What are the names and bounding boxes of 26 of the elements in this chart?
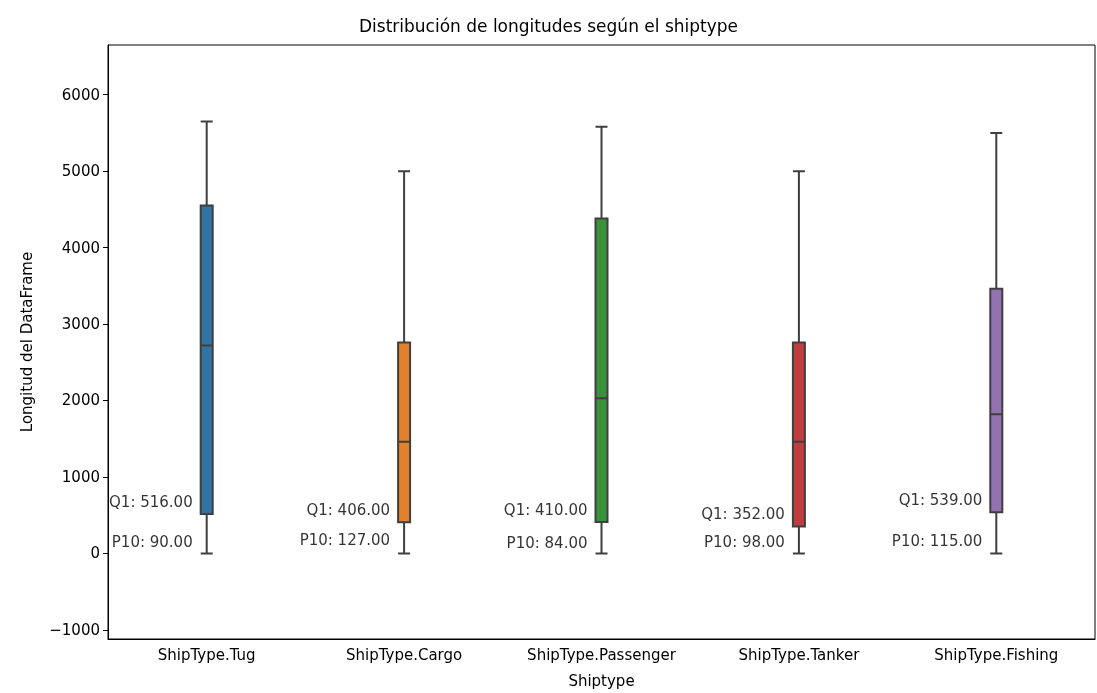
annotation: Q1: 516.00 bbox=[109, 492, 193, 511]
y-axis-title: Longitud del DataFrame bbox=[17, 251, 36, 433]
y-tick-label: 6000 bbox=[61, 85, 100, 104]
y-tick-label: 1000 bbox=[61, 467, 100, 486]
annotation: Q1: 539.00 bbox=[898, 491, 983, 510]
x-tick-label: ShipType.Tug bbox=[157, 645, 256, 664]
annotation: P10: 127.00 bbox=[299, 530, 391, 549]
y-tick-label: 4000 bbox=[61, 238, 100, 257]
y-tick-label: 0 bbox=[90, 544, 100, 563]
annotation: P10: 98.00 bbox=[703, 532, 785, 551]
y-tick-label: 3000 bbox=[61, 315, 100, 334]
x-tick-label: ShipType.Tanker bbox=[738, 645, 861, 664]
x-tick-label: ShipType.Cargo bbox=[345, 645, 463, 664]
annotation: P10: 84.00 bbox=[506, 533, 588, 552]
y-tick-label: −1000 bbox=[49, 620, 100, 639]
x-tick-label: ShipType.Fishing bbox=[934, 645, 1059, 664]
annotation: Q1: 410.00 bbox=[503, 501, 588, 520]
annotation: Q1: 406.00 bbox=[306, 501, 391, 520]
annotation: P10: 115.00 bbox=[891, 531, 983, 550]
annotation: Q1: 352.00 bbox=[701, 505, 785, 524]
x-axis-title: Shiptype bbox=[568, 671, 635, 690]
annotation: P10: 90.00 bbox=[111, 533, 193, 552]
x-tick-label: ShipType.Passenger bbox=[527, 645, 677, 664]
chart-title: Distribución de longitudes según el shiptype bbox=[358, 15, 739, 36]
y-tick-label: 5000 bbox=[61, 162, 100, 181]
y-tick-label: 2000 bbox=[61, 391, 100, 410]
